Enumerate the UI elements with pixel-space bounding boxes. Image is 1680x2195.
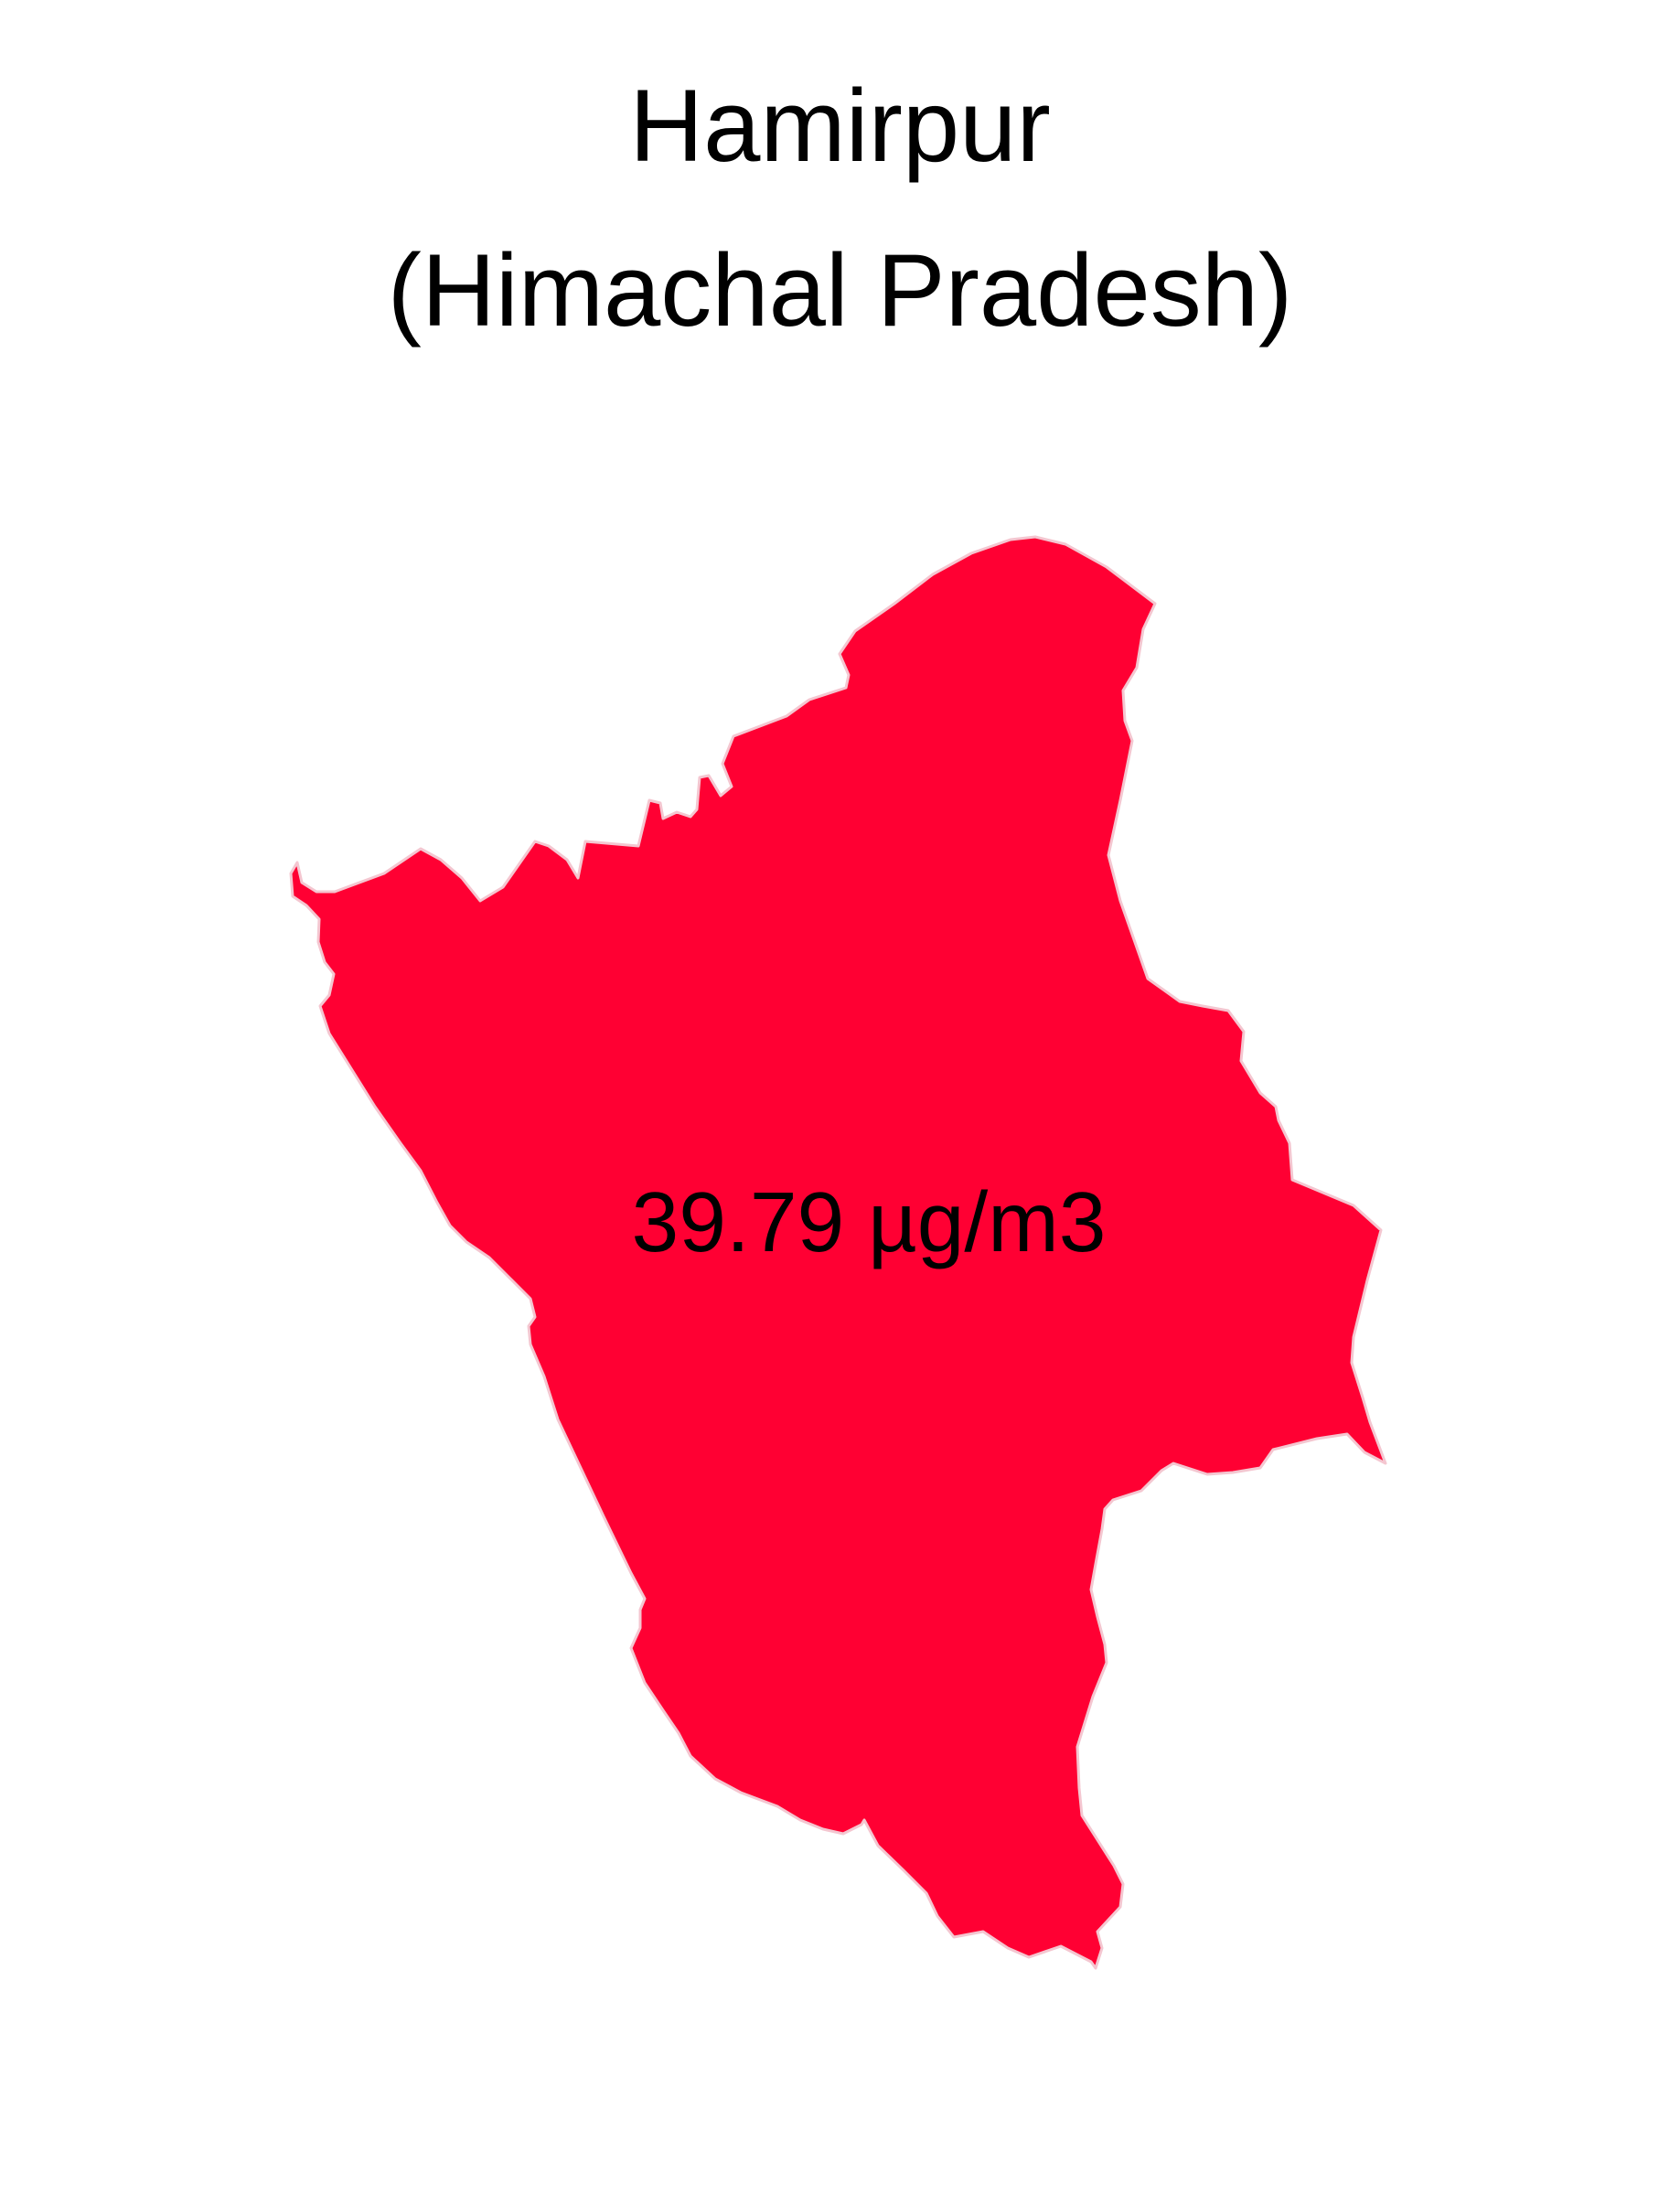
map-title: Hamirpur [629, 69, 1051, 183]
pm25-value-label: 39.79 µg/m3 [631, 1174, 1107, 1269]
district-boundary-hamirpur [289, 535, 1387, 1970]
map-subtitle: (Himachal Pradesh) [387, 233, 1293, 348]
